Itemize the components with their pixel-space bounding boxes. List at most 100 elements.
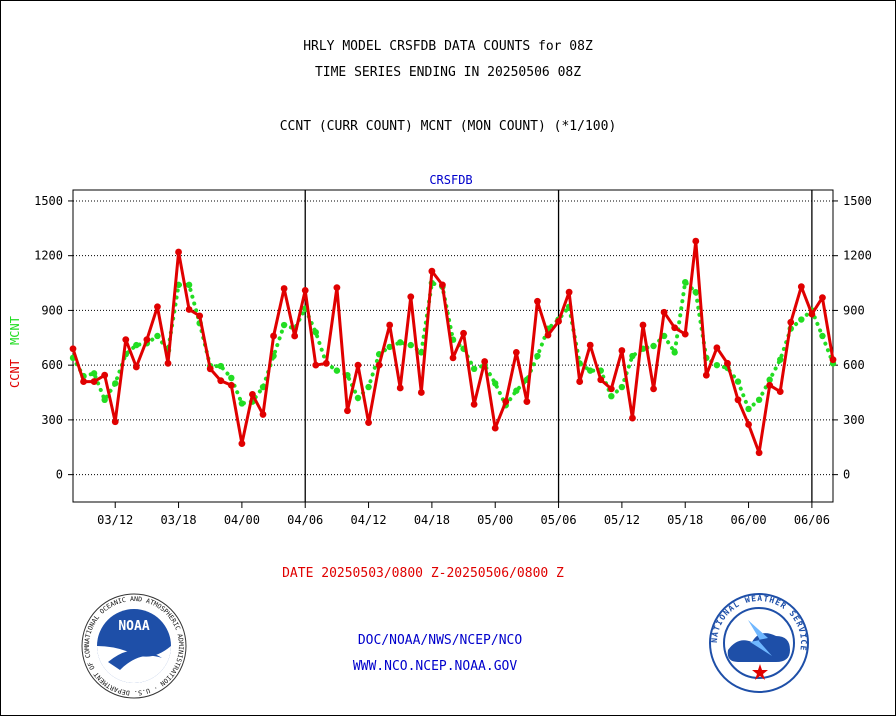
point-mcnt [397,339,404,346]
point-ccnt [460,329,467,337]
y-tick-label-right: 600 [843,358,865,372]
nws-logo: NATIONAL WEATHER SERVICE [709,593,809,693]
point-mcnt [90,370,98,377]
point-mcnt [798,316,805,323]
website-label: WWW.NCO.NCEP.NOAA.GOV [352,659,518,674]
point-mcnt [228,374,235,382]
point-mcnt [238,400,246,407]
noaa-logo-text: NOAA [118,619,149,634]
point-ccnt [185,306,193,313]
point-mcnt [386,343,393,351]
point-mcnt [766,376,773,383]
chart-title-line2: TIME SERIES ENDING IN 20250506 08Z [314,65,582,80]
y-tick-label-left: 600 [41,358,63,372]
point-mcnt [354,394,362,402]
org-path-label: DOC/NOAA/NWS/NCEP/NCO [357,633,523,648]
point-mcnt [534,352,541,360]
x-tick-label: 06/06 [794,513,830,527]
y-tick-label-left: 900 [41,303,63,317]
y-tick-label-right: 1200 [843,249,872,263]
point-ccnt [175,248,182,256]
point-ccnt [544,331,552,339]
point-mcnt [112,380,119,387]
point-mcnt [312,329,319,336]
point-ccnt [386,321,394,329]
point-ccnt [702,371,710,379]
point-ccnt [270,332,277,340]
point-ccnt [776,388,784,396]
point-ccnt [692,237,700,245]
point-ccnt [111,418,119,426]
point-ccnt [439,281,446,289]
y-tick-label-left: 1200 [34,249,63,263]
point-mcnt [671,349,678,356]
x-tick-label: 06/00 [730,513,766,527]
point-ccnt [629,414,636,422]
y-tick-label-right: 1500 [843,194,872,208]
point-mcnt [418,349,425,356]
point-ccnt [428,267,436,275]
point-mcnt [470,365,478,373]
point-mcnt [650,342,657,350]
point-ccnt [481,358,489,365]
point-mcnt [154,332,161,340]
point-mcnt [333,367,341,374]
point-ccnt [344,407,351,415]
point-mcnt [280,321,288,329]
point-ccnt [217,377,225,385]
point-ccnt [502,398,510,406]
point-ccnt [69,345,77,353]
point-mcnt [755,396,763,404]
point-ccnt [101,371,109,379]
point-ccnt [797,283,805,291]
point-ccnt [301,286,309,294]
point-mcnt [407,341,414,349]
point-ccnt [607,385,615,393]
point-ccnt [407,293,415,301]
y-tick-label-right: 0 [843,468,850,482]
point-mcnt [608,392,615,400]
axis-layer: 0 0 300 300 600 600 900 900 1200 1200 1500 1500 03/1… [34,189,872,527]
point-ccnt [90,378,98,385]
point-mcnt [713,361,721,369]
legend-description: CCNT (CURR COUNT) MCNT (MON COUNT) (*1/1… [279,119,617,134]
point-mcnt [133,341,140,349]
point-mcnt [185,281,193,289]
point-ccnt [755,449,763,457]
point-ccnt [639,321,647,329]
point-ccnt [132,363,140,371]
y-tick-label-right: 900 [843,303,865,317]
point-ccnt [787,318,795,326]
point-ccnt [534,297,541,305]
x-tick-label: 04/12 [350,513,386,527]
point-ccnt [227,381,235,389]
point-mcnt [777,356,784,363]
point-mcnt [745,405,752,413]
point-ccnt [586,341,594,349]
point-ccnt [671,324,679,332]
point-ccnt [618,347,626,354]
point-mcnt [217,362,224,370]
point-ccnt [354,361,362,369]
panel-label: CRSFDB [429,173,472,187]
point-ccnt [196,312,204,320]
point-ccnt [375,361,383,369]
x-tick-label: 05/06 [540,513,576,527]
point-ccnt [417,389,425,396]
point-ccnt [238,440,246,448]
point-ccnt [280,285,288,292]
point-mcnt [492,380,499,387]
point-ccnt [322,359,330,367]
grid-layer [73,200,833,476]
y-tick-label-right: 300 [843,413,865,427]
point-ccnt [724,359,731,367]
point-ccnt [470,400,478,408]
point-ccnt [681,330,689,338]
series-layer [69,237,837,457]
point-mcnt [587,367,594,374]
point-ccnt [713,344,721,352]
point-ccnt [491,424,499,432]
point-ccnt [365,419,372,427]
point-ccnt [291,332,299,340]
